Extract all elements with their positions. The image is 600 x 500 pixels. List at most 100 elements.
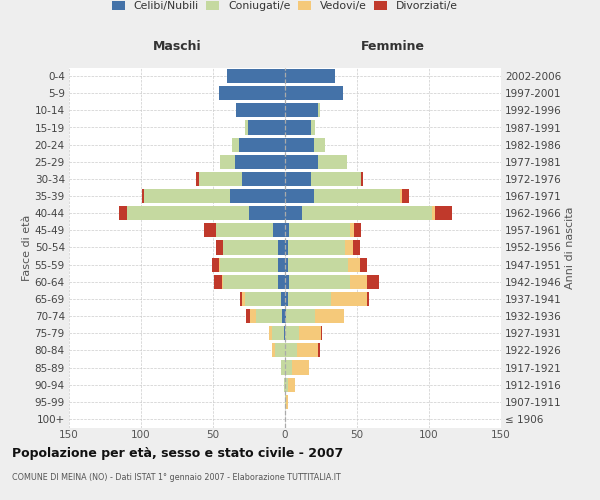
- Bar: [285, 206, 302, 220]
- Bar: [285, 360, 292, 374]
- Bar: [196, 172, 199, 186]
- Bar: [285, 326, 299, 340]
- Bar: [205, 224, 216, 237]
- Bar: [221, 275, 223, 289]
- Bar: [236, 104, 285, 118]
- Bar: [199, 172, 242, 186]
- Bar: [242, 172, 285, 186]
- Bar: [272, 326, 284, 340]
- Bar: [288, 240, 346, 254]
- Bar: [249, 206, 285, 220]
- Bar: [331, 292, 367, 306]
- Bar: [302, 206, 432, 220]
- Bar: [311, 172, 361, 186]
- Bar: [219, 86, 285, 100]
- Bar: [288, 258, 349, 272]
- Bar: [285, 172, 311, 186]
- Bar: [299, 326, 321, 340]
- Bar: [286, 309, 315, 323]
- Bar: [232, 138, 239, 151]
- Bar: [227, 69, 285, 83]
- Bar: [245, 120, 248, 134]
- Bar: [275, 344, 285, 357]
- Bar: [278, 258, 285, 272]
- Bar: [285, 69, 335, 83]
- Bar: [435, 206, 452, 220]
- Text: Femmine: Femmine: [361, 40, 425, 53]
- Bar: [214, 275, 221, 289]
- Bar: [285, 309, 286, 323]
- Bar: [220, 155, 235, 169]
- Bar: [350, 224, 354, 237]
- Bar: [285, 155, 318, 169]
- Bar: [400, 189, 401, 203]
- Bar: [223, 275, 278, 289]
- Bar: [367, 292, 368, 306]
- Bar: [314, 189, 400, 203]
- Bar: [216, 240, 223, 254]
- Bar: [284, 378, 285, 392]
- Y-axis label: Anni di nascita: Anni di nascita: [565, 206, 575, 289]
- Bar: [223, 240, 278, 254]
- Bar: [142, 189, 144, 203]
- Bar: [230, 189, 285, 203]
- Bar: [282, 309, 285, 323]
- Bar: [350, 275, 367, 289]
- Bar: [314, 138, 325, 151]
- Bar: [285, 138, 314, 151]
- Bar: [119, 206, 127, 220]
- Bar: [318, 155, 347, 169]
- Bar: [401, 189, 409, 203]
- Bar: [281, 292, 285, 306]
- Bar: [278, 240, 285, 254]
- Bar: [285, 344, 296, 357]
- Text: Popolazione per età, sesso e stato civile - 2007: Popolazione per età, sesso e stato civil…: [12, 448, 343, 460]
- Bar: [235, 155, 285, 169]
- Bar: [367, 275, 379, 289]
- Bar: [245, 292, 281, 306]
- Bar: [285, 86, 343, 100]
- Bar: [361, 172, 363, 186]
- Text: Maschi: Maschi: [152, 40, 202, 53]
- Bar: [346, 240, 353, 254]
- Bar: [285, 378, 288, 392]
- Bar: [360, 258, 367, 272]
- Bar: [288, 378, 295, 392]
- Bar: [239, 138, 285, 151]
- Bar: [241, 292, 242, 306]
- Bar: [278, 275, 285, 289]
- Text: COMUNE DI MEINA (NO) - Dati ISTAT 1° gennaio 2007 - Elaborazione TUTTITALIA.IT: COMUNE DI MEINA (NO) - Dati ISTAT 1° gen…: [12, 472, 341, 482]
- Bar: [292, 360, 310, 374]
- Bar: [256, 309, 282, 323]
- Y-axis label: Fasce di età: Fasce di età: [22, 214, 32, 280]
- Bar: [318, 344, 320, 357]
- Bar: [285, 275, 289, 289]
- Bar: [212, 258, 219, 272]
- Bar: [286, 395, 288, 409]
- Bar: [272, 344, 275, 357]
- Bar: [219, 258, 220, 272]
- Bar: [274, 224, 285, 237]
- Bar: [311, 120, 315, 134]
- Bar: [349, 258, 360, 272]
- Legend: Celibi/Nubili, Coniugati/e, Vedovi/e, Divorziati/e: Celibi/Nubili, Coniugati/e, Vedovi/e, Di…: [108, 0, 462, 16]
- Bar: [285, 395, 286, 409]
- Bar: [284, 326, 285, 340]
- Bar: [242, 292, 245, 306]
- Bar: [220, 258, 278, 272]
- Bar: [321, 326, 322, 340]
- Bar: [269, 326, 272, 340]
- Bar: [144, 189, 230, 203]
- Bar: [354, 224, 361, 237]
- Bar: [288, 292, 331, 306]
- Bar: [285, 189, 314, 203]
- Bar: [353, 240, 360, 254]
- Bar: [285, 224, 289, 237]
- Bar: [318, 104, 320, 118]
- Bar: [285, 120, 311, 134]
- Bar: [216, 224, 274, 237]
- Bar: [250, 309, 256, 323]
- Bar: [285, 292, 288, 306]
- Bar: [296, 344, 318, 357]
- Bar: [127, 206, 249, 220]
